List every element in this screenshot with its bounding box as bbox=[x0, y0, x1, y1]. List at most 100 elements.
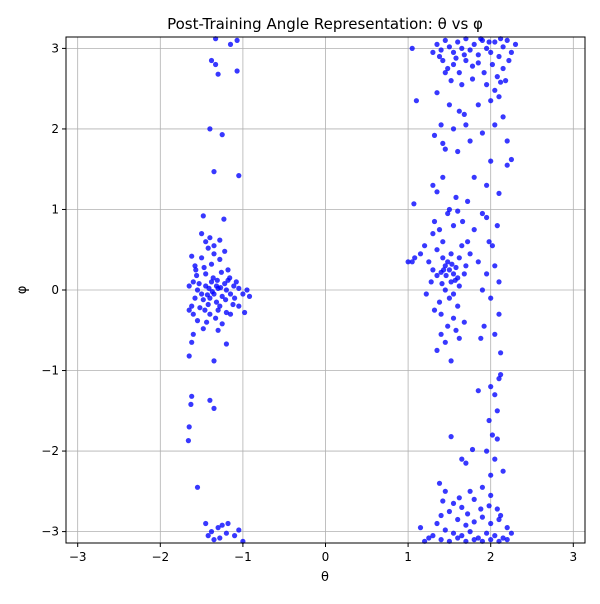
data-point bbox=[498, 79, 504, 85]
data-point bbox=[465, 239, 471, 245]
data-point bbox=[219, 293, 225, 299]
data-point bbox=[426, 535, 432, 541]
data-point bbox=[508, 530, 514, 536]
data-point bbox=[194, 272, 200, 279]
data-point bbox=[496, 53, 502, 60]
data-point bbox=[234, 68, 240, 74]
data-point bbox=[500, 44, 506, 50]
data-point bbox=[197, 305, 203, 311]
data-point bbox=[204, 292, 210, 298]
data-point bbox=[215, 71, 221, 77]
data-point bbox=[430, 49, 436, 56]
data-point bbox=[463, 122, 469, 128]
data-point bbox=[188, 401, 194, 407]
data-point bbox=[471, 174, 477, 180]
data-point bbox=[446, 267, 452, 273]
data-point bbox=[445, 259, 451, 265]
data-point bbox=[456, 283, 462, 289]
data-point bbox=[448, 78, 454, 84]
data-point bbox=[422, 243, 428, 249]
data-point bbox=[486, 39, 492, 45]
data-point bbox=[244, 287, 250, 293]
data-point bbox=[442, 146, 448, 152]
data-point bbox=[504, 162, 510, 168]
data-point bbox=[484, 214, 490, 221]
data-point bbox=[208, 261, 215, 267]
data-point bbox=[440, 498, 446, 504]
data-point bbox=[486, 503, 492, 509]
data-point bbox=[475, 52, 481, 58]
data-point bbox=[469, 63, 476, 69]
data-point bbox=[232, 533, 238, 539]
data-point bbox=[428, 279, 434, 285]
data-point bbox=[189, 303, 195, 309]
data-point bbox=[489, 61, 495, 68]
data-point bbox=[463, 263, 469, 269]
data-point bbox=[189, 393, 195, 399]
data-point bbox=[411, 201, 417, 207]
data-point bbox=[456, 108, 462, 114]
data-point bbox=[500, 468, 506, 474]
data-point bbox=[492, 392, 498, 398]
data-point bbox=[236, 527, 242, 533]
data-point bbox=[488, 158, 494, 164]
data-point bbox=[436, 53, 443, 60]
data-point bbox=[434, 41, 440, 48]
data-point bbox=[459, 243, 465, 249]
data-point bbox=[431, 132, 438, 138]
data-point bbox=[233, 279, 239, 285]
data-point bbox=[440, 57, 446, 64]
data-point bbox=[219, 132, 225, 138]
data-point bbox=[186, 307, 192, 313]
data-point bbox=[484, 82, 490, 88]
y-tick-label: 2 bbox=[51, 122, 59, 136]
data-point bbox=[484, 530, 490, 536]
data-point bbox=[492, 87, 498, 93]
data-point bbox=[240, 291, 246, 297]
y-tick-label: 1 bbox=[51, 202, 59, 216]
data-point bbox=[455, 208, 461, 214]
data-point bbox=[217, 303, 223, 309]
data-point bbox=[438, 47, 444, 53]
data-point bbox=[223, 309, 229, 316]
data-point bbox=[189, 339, 195, 345]
data-point bbox=[204, 319, 210, 325]
data-point bbox=[203, 520, 209, 527]
data-point bbox=[467, 251, 473, 257]
data-point bbox=[434, 90, 440, 96]
data-point bbox=[206, 285, 212, 291]
x-tick-label: −2 bbox=[151, 550, 169, 564]
data-point bbox=[459, 504, 465, 510]
data-point bbox=[469, 446, 476, 453]
data-point bbox=[467, 488, 473, 494]
data-point bbox=[504, 537, 510, 543]
data-point bbox=[504, 525, 510, 531]
data-point bbox=[213, 315, 219, 321]
data-point bbox=[479, 514, 485, 520]
data-point bbox=[227, 275, 233, 281]
axis-ticks: −3 −2 −1 0 1 2 3 −3 −2 −1 0 1 2 3 bbox=[41, 41, 577, 564]
data-point bbox=[213, 61, 219, 68]
data-point bbox=[465, 511, 471, 517]
data-point bbox=[434, 347, 440, 353]
data-point bbox=[236, 303, 242, 309]
data-point bbox=[500, 65, 506, 72]
data-point bbox=[211, 169, 217, 175]
data-point bbox=[486, 239, 492, 245]
data-point bbox=[448, 358, 454, 364]
data-point bbox=[431, 307, 438, 313]
data-point bbox=[219, 522, 225, 528]
data-point bbox=[211, 251, 217, 257]
data-point bbox=[500, 535, 506, 541]
data-point bbox=[208, 57, 215, 64]
data-point bbox=[440, 174, 446, 180]
data-point bbox=[492, 122, 498, 128]
data-point bbox=[417, 251, 424, 257]
data-point bbox=[438, 512, 444, 519]
data-point bbox=[227, 41, 234, 48]
data-point bbox=[211, 405, 217, 411]
data-point bbox=[442, 287, 448, 293]
data-point bbox=[456, 335, 462, 341]
data-point bbox=[441, 267, 447, 273]
data-point bbox=[489, 243, 495, 249]
